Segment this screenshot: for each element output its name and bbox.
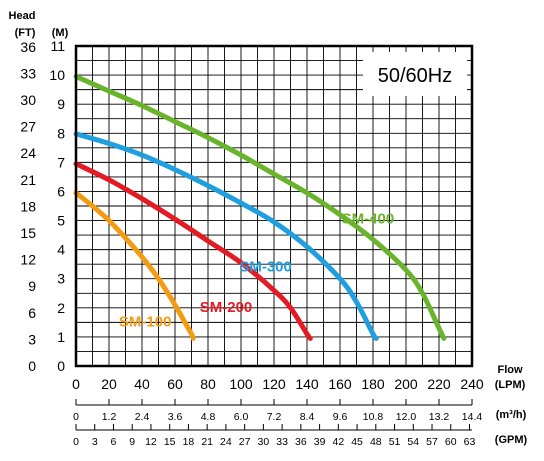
series-line-sm-300: [73, 131, 379, 341]
y-tick-ft-label: 0: [28, 358, 36, 374]
y-tick-ft-label: 3: [28, 331, 36, 347]
frequency-box: [363, 52, 467, 96]
x-tick-gpm-label: 15: [164, 436, 176, 448]
y-tick-ft-label: 24: [20, 145, 36, 161]
x-tick-gpm-label: 45: [351, 436, 363, 448]
y-tick-m-label: 0: [57, 358, 65, 374]
y-tick-m-label: 10: [49, 67, 65, 83]
y-tick-m-label: 4: [57, 242, 65, 258]
x-tick-lpm-label: 40: [134, 376, 150, 392]
x-tick-gpm-label: 54: [407, 436, 419, 448]
y-tick-m-label: 8: [57, 125, 65, 141]
series-label-sm-400: SM-400: [342, 210, 395, 227]
x-tick-m3h-label: 1.2: [102, 411, 117, 423]
y-tick-m-label: 2: [57, 300, 65, 316]
y-axis-ft-unit: (FT): [15, 27, 36, 39]
x-tick-gpm-label: 30: [258, 436, 270, 448]
x-axis-m3h-unit: (m³/h): [496, 409, 527, 421]
x-axis-gpm-unit: (GPM): [495, 434, 528, 446]
y-tick-m-label: 5: [57, 213, 65, 229]
x-tick-lpm-label: 140: [295, 376, 319, 392]
x-tick-gpm-label: 48: [370, 436, 382, 448]
x-tick-m3h-label: 10.8: [363, 411, 384, 423]
y-ticks-m: 0 1 2 3 4 5 6 7 8 9 10 11: [49, 38, 65, 374]
x-tick-m3h-label: 2.4: [135, 411, 150, 423]
curves: SM-100 SM-200 SM-300 SM-400: [73, 74, 447, 341]
frequency-label: 50/60Hz: [378, 65, 453, 87]
y-tick-m-label: 3: [57, 271, 65, 287]
x-tick-gpm-label: 6: [111, 436, 117, 448]
x-tick-m3h-label: 8.4: [300, 411, 315, 423]
y-tick-ft-label: 21: [20, 172, 36, 188]
x-scale-m3h: 0 1.2 2.4 3.6 4.8 6.0 7.2 8.4 9.6 10.8 12.0 13.2 14.…: [73, 399, 482, 423]
y-tick-ft-label: 6: [28, 305, 36, 321]
x-tick-gpm-label: 9: [129, 436, 135, 448]
x-tick-m3h-label: 4.8: [201, 411, 216, 423]
x-tick-lpm-label: 100: [229, 376, 253, 392]
y-tick-ft-label: 27: [20, 119, 36, 135]
y-tick-m-label: 1: [57, 329, 65, 345]
x-axis-lpm-unit: (LPM): [495, 379, 526, 391]
x-tick-gpm-label: 0: [73, 436, 79, 448]
x-tick-lpm-label: 160: [328, 376, 352, 392]
x-tick-lpm-label: 0: [72, 376, 80, 392]
x-tick-m3h-label: 3.6: [168, 411, 183, 423]
x-tick-lpm-label: 240: [460, 376, 484, 392]
y-tick-ft-label: 15: [20, 225, 36, 241]
x-tick-gpm-label: 60: [445, 436, 457, 448]
x-tick-lpm-label: 120: [262, 376, 286, 392]
x-ticks-lpm: 0 20 40 60 80 100 120 140 160 180 200 220 240: [72, 376, 484, 392]
x-tick-lpm-label: 60: [167, 376, 183, 392]
y-tick-ft-label: 30: [20, 92, 36, 108]
y-tick-m-label: 9: [57, 96, 65, 112]
x-tick-m3h-label: 12.0: [396, 411, 417, 423]
x-tick-m3h-label: 7.2: [267, 411, 282, 423]
grid: [76, 46, 472, 366]
x-scale-gpm: 0 3 6 9 12 15 18 21 24 27 30 33 36 39 42 45 48 51 54 57 60 63: [73, 424, 475, 448]
x-tick-m3h-label: 13.2: [429, 411, 450, 423]
y-axis-m-unit: (M): [52, 27, 69, 39]
x-tick-gpm-label: 51: [389, 436, 401, 448]
x-tick-gpm-label: 24: [220, 436, 232, 448]
x-tick-gpm-label: 36: [295, 436, 307, 448]
x-tick-lpm-label: 80: [200, 376, 216, 392]
series-line-sm-100: [73, 190, 196, 341]
x-tick-gpm-label: 57: [426, 436, 438, 448]
series-line-sm-400: [73, 74, 447, 341]
x-tick-m3h-label: 0: [73, 411, 79, 423]
y-tick-ft-label: 33: [20, 65, 36, 81]
x-tick-gpm-label: 39: [314, 436, 326, 448]
y-tick-ft-label: 36: [20, 39, 36, 55]
x-tick-gpm-label: 18: [183, 436, 195, 448]
x-tick-m3h-label: 14.4: [462, 411, 483, 423]
y-axis-title: Head: [9, 10, 36, 22]
y-tick-ft-label: 9: [28, 278, 36, 294]
x-tick-gpm-label: 63: [464, 436, 476, 448]
x-tick-gpm-label: 42: [332, 436, 344, 448]
x-tick-m3h-label: 9.6: [333, 411, 348, 423]
x-tick-gpm-label: 27: [239, 436, 251, 448]
x-tick-gpm-label: 12: [145, 436, 157, 448]
x-tick-lpm-label: 220: [427, 376, 451, 392]
x-tick-m3h-label: 6.0: [234, 411, 249, 423]
plot-frame: [74, 44, 474, 368]
series-label-sm-200: SM-200: [200, 299, 253, 316]
series-label-sm-100: SM-100: [119, 314, 172, 331]
x-tick-gpm-label: 3: [92, 436, 98, 448]
y-tick-ft-label: 18: [20, 198, 36, 214]
x-tick-lpm-label: 20: [101, 376, 117, 392]
y-tick-m-label: 7: [57, 154, 65, 170]
x-tick-lpm-label: 200: [394, 376, 418, 392]
y-tick-ft-label: 12: [20, 252, 36, 268]
y-tick-m-label: 6: [57, 183, 65, 199]
x-tick-gpm-label: 21: [201, 436, 213, 448]
x-tick-lpm-label: 180: [361, 376, 385, 392]
series-line-sm-200: [73, 161, 313, 341]
series-label-sm-300: SM-300: [239, 258, 292, 275]
x-tick-gpm-label: 33: [276, 436, 288, 448]
y-tick-m-label: 11: [50, 38, 65, 54]
x-axis-title: Flow: [497, 364, 522, 376]
